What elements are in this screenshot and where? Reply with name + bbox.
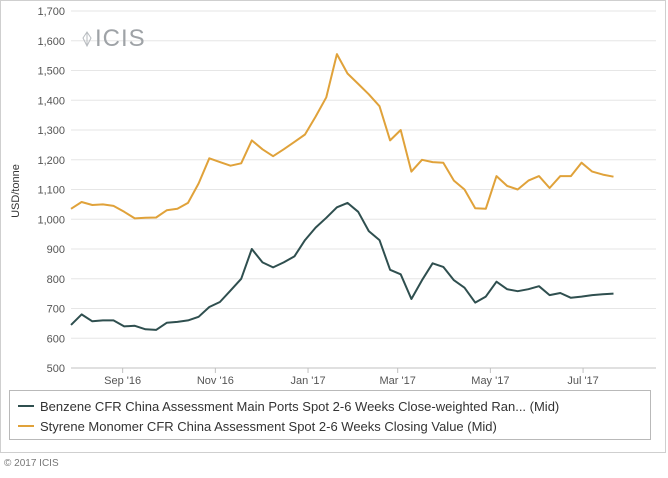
- y-tick-label: 1,300: [37, 125, 65, 137]
- icis-logo-text: ICIS: [95, 25, 146, 52]
- icis-logo: ICIS: [81, 25, 146, 53]
- y-tick-label: 1,100: [37, 185, 65, 197]
- y-tick-label: 1,200: [37, 155, 65, 167]
- y-tick-label: 1,500: [37, 66, 65, 78]
- y-tick-label: 600: [47, 333, 65, 345]
- legend-swatch-benzene: [18, 405, 34, 407]
- x-tick-label: Sep '16: [104, 375, 141, 387]
- gridlines: [71, 10, 656, 369]
- y-tick-label: 900: [47, 244, 65, 256]
- legend-label-benzene: Benzene CFR China Assessment Main Ports …: [40, 398, 560, 414]
- x-tick-label: May '17: [471, 375, 509, 387]
- series-line-1[interactable]: [70, 53, 614, 220]
- y-tick-label: 800: [47, 274, 65, 286]
- y-tick-label: 1,600: [37, 36, 65, 48]
- x-tick-label: Mar '17: [380, 375, 416, 387]
- copyright-text: © 2017 ICIS: [4, 458, 59, 469]
- series-line-0[interactable]: [70, 201, 614, 331]
- line-chart: 500 600 700 800 900 1,000 1,100 1,200 1,300 1,400…: [10, 6, 656, 387]
- x-tick-label: Jul '17: [567, 375, 598, 387]
- y-axis-title: USD/tonne: [10, 164, 22, 218]
- y-tick-label: 1,400: [37, 95, 65, 107]
- axes: 500 600 700 800 900 1,000 1,100 1,200 1,300 1,400…: [37, 6, 656, 387]
- legend-item-benzene[interactable]: Benzene CFR China Assessment Main Ports …: [18, 396, 559, 416]
- legend: Benzene CFR China Assessment Main Ports …: [9, 390, 651, 440]
- chart-container: 500 600 700 800 900 1,000 1,100 1,200 1,300 1,400…: [0, 0, 666, 453]
- legend-label-styrene: Styrene Monomer CFR China Assessment Spo…: [40, 418, 497, 434]
- y-tick-label: 1,700: [37, 6, 65, 18]
- y-tick-label: 700: [47, 304, 65, 316]
- x-tick-label: Jan '17: [290, 375, 325, 387]
- x-tick-label: Nov '16: [197, 375, 234, 387]
- legend-item-styrene[interactable]: Styrene Monomer CFR China Assessment Spo…: [18, 416, 497, 436]
- series-lines: [70, 53, 614, 331]
- y-tick-label: 1,000: [37, 214, 65, 226]
- legend-swatch-styrene: [18, 425, 34, 427]
- y-tick-label: 500: [47, 363, 65, 375]
- icis-logo-icon: [82, 31, 92, 48]
